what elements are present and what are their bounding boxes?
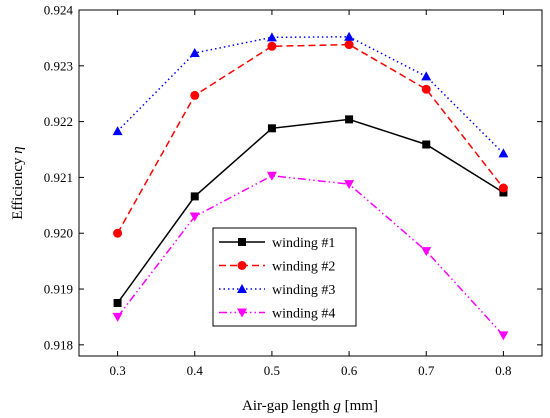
y-tick-label: 0.921: [44, 170, 73, 185]
x-tick-label: 0.5: [264, 363, 280, 378]
data-point: [344, 31, 355, 41]
data-point: [266, 171, 277, 181]
x-tick-label: 0.8: [495, 363, 511, 378]
data-point: [189, 47, 200, 57]
legend-label: winding #1: [272, 236, 335, 251]
y-tick-label: 0.920: [44, 226, 73, 241]
series-4: [112, 171, 509, 341]
axis-ticks: 0.3 0.4 0.5 0.6 0.7 0.8 0.918 0.919 0.920 0.921 0.…: [44, 3, 542, 378]
series-line: [116, 43, 505, 234]
data-point: [267, 124, 276, 133]
series-2: [113, 40, 508, 238]
y-tick-label: 0.918: [44, 337, 73, 352]
data-point: [112, 312, 123, 322]
data-point: [112, 126, 123, 136]
legend-label: winding #2: [272, 260, 335, 275]
data-point: [344, 40, 354, 50]
data-point: [422, 140, 431, 149]
data-point: [421, 84, 431, 94]
data-point: [421, 71, 432, 81]
data-point: [266, 32, 277, 42]
y-axis-title: Efficiency η: [10, 146, 26, 219]
legend-marker: [237, 308, 247, 318]
data-point: [190, 90, 200, 100]
plot-frame: [78, 9, 543, 357]
data-point: [189, 212, 200, 222]
series-layer: [112, 31, 509, 341]
data-point: [498, 183, 508, 193]
legend-box: [212, 227, 357, 327]
data-point: [421, 247, 432, 257]
x-tick-label: 0.6: [341, 363, 358, 378]
x-tick-label: 0.7: [418, 363, 435, 378]
y-tick-label: 0.919: [44, 282, 73, 297]
y-tick-label: 0.922: [44, 114, 73, 129]
x-tick-label: 0.4: [187, 363, 204, 378]
data-point: [344, 180, 355, 190]
data-point: [498, 148, 509, 158]
data-point: [113, 298, 122, 307]
series-line: [116, 118, 504, 304]
y-tick-label: 0.924: [44, 3, 74, 18]
legend-label: winding #3: [272, 283, 335, 298]
y-tick-label: 0.923: [44, 58, 73, 73]
series-3: [112, 31, 509, 158]
data-point: [498, 331, 509, 341]
legend-label: winding #4: [272, 307, 335, 322]
data-point: [190, 192, 199, 201]
data-point: [113, 228, 123, 238]
legend-marker: [237, 284, 247, 293]
series-line: [116, 174, 504, 336]
legend-marker: [238, 238, 246, 246]
data-point: [345, 115, 354, 124]
series-line: [117, 36, 504, 154]
x-tick-label: 0.3: [109, 363, 125, 378]
data-point: [267, 41, 277, 51]
x-axis-title: Air-gap length g [mm]: [242, 398, 378, 414]
legend-marker: [237, 261, 247, 270]
legend: winding #1 winding #2 winding #3 winding #4: [212, 227, 357, 327]
